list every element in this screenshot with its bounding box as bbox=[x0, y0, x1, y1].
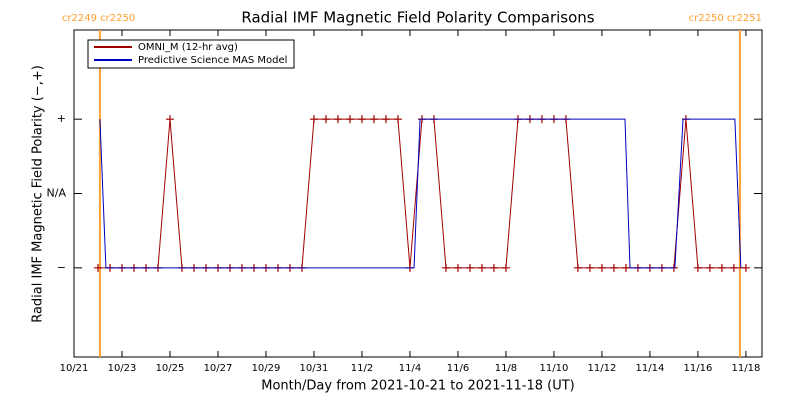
x-tick-label: 10/23 bbox=[108, 363, 137, 374]
x-tick-label: 11/18 bbox=[732, 363, 761, 374]
legend-box bbox=[87, 39, 295, 69]
x-tick-label: 11/8 bbox=[495, 363, 517, 374]
point-marker bbox=[369, 115, 378, 124]
x-tick-label: 10/31 bbox=[300, 363, 329, 374]
x-tick-label: 11/10 bbox=[540, 363, 569, 374]
point-marker bbox=[573, 263, 582, 272]
point-marker bbox=[501, 263, 510, 272]
y-tick-label: N/A bbox=[47, 187, 67, 200]
point-marker bbox=[93, 263, 102, 272]
point-marker bbox=[597, 263, 606, 272]
series-line bbox=[97, 118, 746, 269]
point-marker bbox=[693, 263, 702, 272]
x-tick-label: 11/12 bbox=[588, 363, 617, 374]
point-marker bbox=[741, 263, 750, 272]
point-marker bbox=[585, 263, 594, 272]
plot-frame bbox=[73, 29, 763, 358]
legend-label: OMNI_M (12-hr avg) bbox=[138, 42, 238, 53]
y-axis-label: Radial IMF Magnetic Field Polarity (−,+) bbox=[31, 65, 46, 323]
point-marker bbox=[309, 115, 318, 124]
point-marker bbox=[333, 115, 342, 124]
point-marker bbox=[477, 263, 486, 272]
chart-title: Radial IMF Magnetic Field Polarity Compa… bbox=[241, 9, 594, 27]
point-marker bbox=[705, 263, 714, 272]
point-marker bbox=[609, 263, 618, 272]
x-tick-label: 11/2 bbox=[351, 363, 373, 374]
x-axis-label: Month/Day from 2021-10-21 to 2021-11-18 … bbox=[261, 379, 574, 394]
point-marker bbox=[465, 263, 474, 272]
carrington-label: cr2249 cr2250 bbox=[62, 13, 135, 24]
legend-label: Predictive Science MAS Model bbox=[138, 55, 287, 66]
series-line bbox=[99, 118, 742, 269]
point-marker bbox=[489, 263, 498, 272]
point-marker bbox=[453, 263, 462, 272]
x-tick-label: 11/4 bbox=[399, 363, 421, 374]
point-marker bbox=[393, 115, 402, 124]
point-marker bbox=[441, 263, 450, 272]
point-marker bbox=[621, 263, 630, 272]
x-tick-label: 10/29 bbox=[252, 363, 281, 374]
point-marker bbox=[717, 263, 726, 272]
x-tick-label: 10/25 bbox=[156, 363, 185, 374]
point-marker bbox=[729, 263, 738, 272]
point-marker bbox=[357, 115, 366, 124]
point-marker bbox=[345, 115, 354, 124]
x-tick-label: 10/27 bbox=[204, 363, 233, 374]
x-tick-label: 11/6 bbox=[447, 363, 469, 374]
x-tick-label: 10/21 bbox=[60, 363, 89, 374]
x-tick-label: 11/14 bbox=[636, 363, 665, 374]
point-marker bbox=[321, 115, 330, 124]
y-tick-label: + bbox=[57, 112, 66, 125]
x-tick-label: 11/16 bbox=[684, 363, 713, 374]
y-tick-label: − bbox=[57, 261, 66, 274]
point-marker bbox=[165, 115, 174, 124]
point-marker bbox=[381, 115, 390, 124]
carrington-label: cr2250 cr2251 bbox=[689, 13, 762, 24]
